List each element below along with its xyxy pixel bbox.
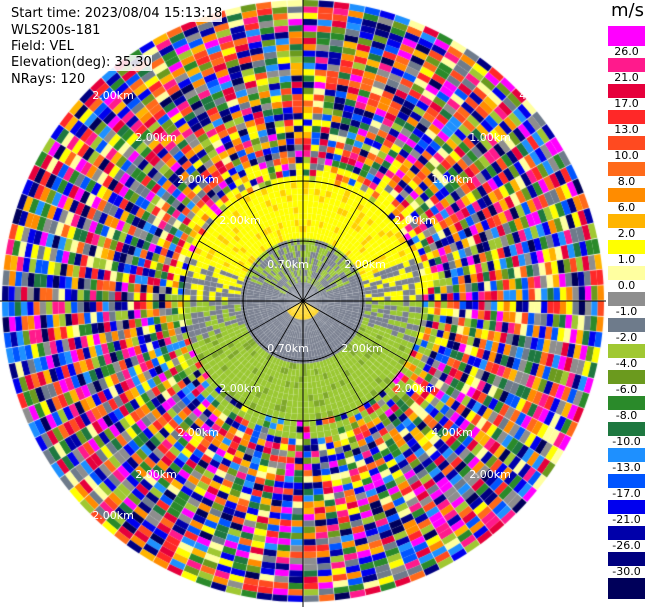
- field-label: Field: VEL: [11, 39, 74, 55]
- nrays-label: NRays: 120: [11, 72, 86, 88]
- colorbar-tick-label: -10.0: [608, 436, 645, 448]
- colorbar-tick-label: 21.0: [608, 72, 645, 84]
- colorbar-tick-label: -1.0: [608, 306, 645, 318]
- range-ring-label: 2.00km: [135, 131, 177, 144]
- colorbar-tick-label: 10.0: [608, 150, 645, 162]
- azimuth-spoke: [242, 300, 304, 406]
- colorbar: 26.0 21.0 17.0 13.0 10.0 8.0 6.0 2.0 1.0 0.0 -1.0 -…: [608, 26, 645, 599]
- azimuth-spoke: [198, 300, 304, 362]
- range-ring-label: 2.00km: [177, 173, 219, 186]
- range-ring-label: 2.00km: [394, 382, 436, 395]
- azimuth-spoke: [302, 240, 408, 302]
- range-ring-label: 2.00km: [469, 468, 511, 481]
- colorbar-title: m/s: [611, 0, 644, 21]
- start-time-label: Start time: 2023/08/04 15:13:18: [11, 6, 223, 22]
- colorbar-tick-label: -8.0: [608, 410, 645, 422]
- azimuth-spoke: [242, 196, 304, 302]
- colorbar-tick-label: -30.0: [608, 566, 645, 578]
- azimuth-spoke: [302, 300, 408, 362]
- colorbar-tick-label: -2.0: [608, 332, 645, 344]
- range-ring-label: 2.00km: [341, 342, 383, 355]
- range-ring-label: 2.00km: [219, 382, 261, 395]
- range-ring-label: 4.00km: [431, 426, 473, 439]
- range-ring-label: 2.00km: [92, 509, 134, 522]
- range-ring-label: 2.00km: [219, 214, 261, 227]
- azimuth-spoke: [302, 300, 364, 406]
- range-ring-label: 0.70km: [267, 258, 309, 271]
- range-ring-label: 2.00km: [92, 89, 134, 102]
- range-ring-label: 4.00km: [519, 89, 561, 102]
- colorbar-tick-label: 26.0: [608, 46, 645, 58]
- colorbar-tick-label: 0.0: [608, 280, 645, 292]
- colorbar-tick-label: 1.0: [608, 254, 645, 266]
- colorbar-tick-label: 17.0: [608, 98, 645, 110]
- azimuth-spoke: [198, 240, 304, 302]
- colorbar-tick-label: -26.0: [608, 540, 645, 552]
- range-ring-label: 0.70km: [267, 342, 309, 355]
- colorbar-tick-label: 8.0: [608, 176, 645, 188]
- colorbar-tick-label: -4.0: [608, 358, 645, 370]
- range-ring-label: 2.00km: [135, 468, 177, 481]
- range-ring-label: 2.00km: [177, 426, 219, 439]
- colorbar-tick-label: 2.0: [608, 228, 645, 240]
- colorbar-tick-label: -21.0: [608, 514, 645, 526]
- range-ring-label: 2.00km: [394, 214, 436, 227]
- colorbar-tick-label: -13.0: [608, 462, 645, 474]
- colorbar-tick-label: -17.0: [608, 488, 645, 500]
- station-label: WLS200s-181: [11, 23, 101, 39]
- range-ring-label: 2.00km: [344, 258, 386, 271]
- range-ring-label: 1.00km: [431, 173, 473, 186]
- azimuth-spoke: [302, 196, 364, 302]
- colorbar-tick-label: -6.0: [608, 384, 645, 396]
- colorbar-tick-label: 6.0: [608, 202, 645, 214]
- range-ring-label: 1.00km: [469, 131, 511, 144]
- elevation-label: Elevation(deg): 35.30: [11, 55, 152, 71]
- colorbar-tick-label: 13.0: [608, 124, 645, 136]
